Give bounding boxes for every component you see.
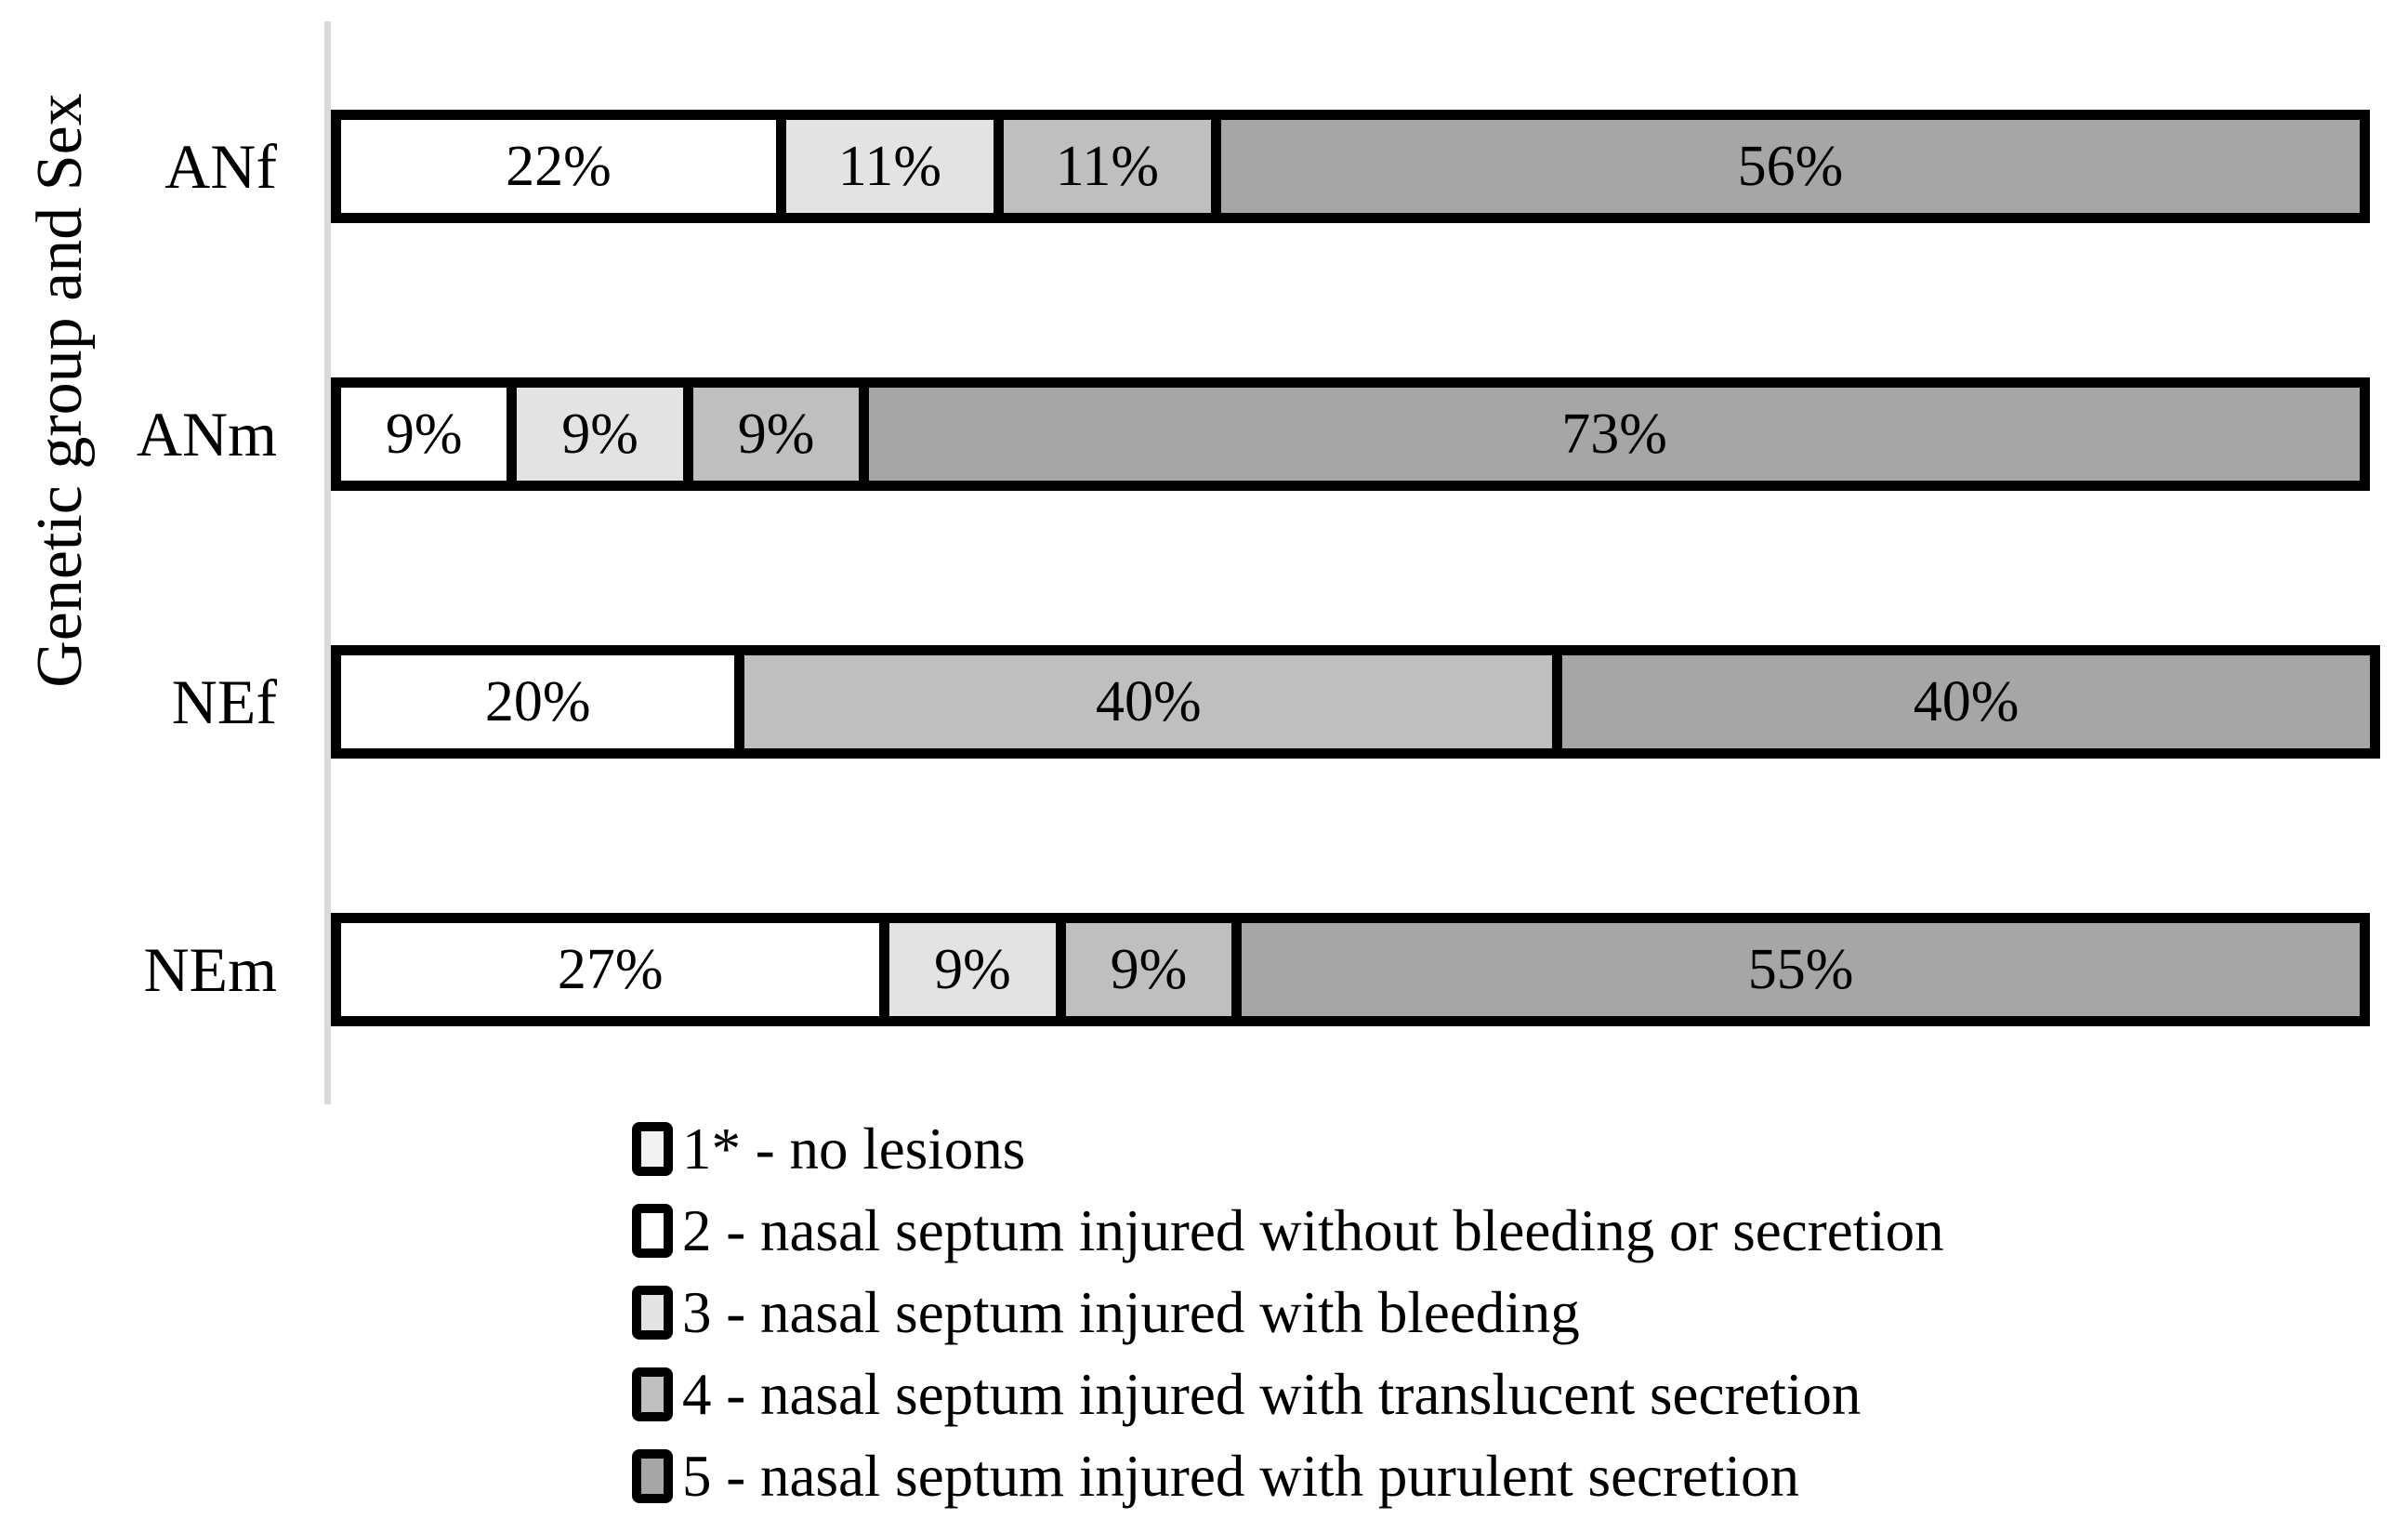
segment-value-label: 40% [1095,669,1202,733]
bar-segment: 55% [1231,913,2370,1026]
bar-segment: 9% [331,377,518,491]
segment-value-label: 11% [837,134,942,198]
segment-value-label: 73% [1561,402,1667,466]
legend-item-4: 4 - nasal septum injured with translucen… [632,1354,1944,1435]
legend-label: 5 - nasal septum injured with purulent s… [682,1443,1799,1509]
bar-row-nef: NEf 20% 40% 40% [0,568,2408,836]
bar-segment: 9% [682,377,870,491]
y-axis-line [324,21,331,1104]
segment-value-label: 11% [1055,134,1160,198]
segment-value-label: 9% [1110,937,1188,1001]
category-label: NEf [171,666,277,737]
legend-swatch-icon [632,1449,673,1503]
legend-label: 3 - nasal septum injured with bleeding [682,1279,1580,1345]
legend: 1* - no lesions 2 - nasal septum injured … [632,1108,1944,1517]
bar-segment: 27% [331,913,890,1026]
segment-value-label: 9% [561,402,638,466]
bar-row-nem: NEm 27% 9% 9% 55% [0,836,2408,1103]
bar-row-anm: ANm 9% 9% 9% 73% [0,300,2408,568]
bar-segment: 20% [331,645,745,759]
legend-item-1: 1* - no lesions [632,1108,1944,1190]
legend-swatch-icon [632,1367,673,1421]
legend-item-5: 5 - nasal septum injured with purulent s… [632,1435,1944,1517]
bar-segment: 9% [879,913,1066,1026]
bar-row-anf: ANf 22% 11% 11% 56% [0,33,2408,300]
legend-swatch-icon [632,1122,673,1176]
segment-value-label: 9% [737,402,815,466]
legend-label: 2 - nasal septum injured without bleedin… [682,1197,1944,1263]
legend-item-3: 3 - nasal septum injured with bleeding [632,1272,1944,1354]
bar-segment: 9% [1055,913,1243,1026]
segment-value-label: 40% [1913,669,2020,733]
legend-label: 1* - no lesions [682,1116,1026,1182]
bar-segment: 56% [1210,110,2370,223]
bar-segment: 9% [507,377,693,491]
bar-segment: 73% [859,377,2370,491]
bar-segment: 11% [775,110,1004,223]
legend-swatch-icon [632,1286,673,1340]
segment-value-label: 27% [557,937,664,1001]
segment-value-label: 9% [385,402,463,466]
legend-swatch-icon [632,1204,673,1258]
category-label: ANf [164,130,277,202]
segment-value-label: 22% [506,134,612,198]
segment-value-label: 55% [1747,937,1854,1001]
category-label: NEm [143,933,277,1005]
bar-segment: 22% [331,110,786,223]
bar-track: 22% 11% 11% 56% [331,110,2401,223]
legend-label: 4 - nasal septum injured with translucen… [682,1361,1862,1427]
bar-track: 20% 40% 40% [331,645,2401,759]
bar-segment: 40% [1552,645,2380,759]
category-label: ANm [136,398,277,469]
legend-item-2: 2 - nasal septum injured without bleedin… [632,1190,1944,1272]
bar-track: 9% 9% 9% 73% [331,377,2401,491]
segment-value-label: 56% [1737,134,1844,198]
segment-value-label: 9% [934,937,1011,1001]
bar-segment: 40% [734,645,1563,759]
plot-area: ANf 22% 11% 11% 56% ANm 9% 9% 9% 73% NEf 20% 40% 40% N… [0,21,2408,1104]
segment-value-label: 20% [484,669,591,733]
bar-track: 27% 9% 9% 55% [331,913,2401,1026]
bar-segment: 11% [993,110,1221,223]
